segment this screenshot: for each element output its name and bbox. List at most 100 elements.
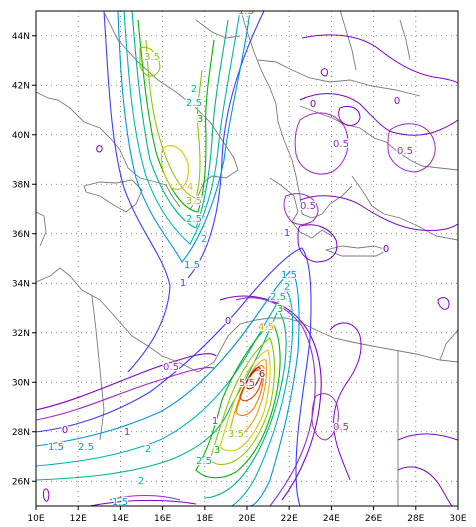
balkan-border-4 [399,19,411,61]
contour-label: 1 [124,427,130,438]
tunisia-libya-coast [36,267,458,373]
contour-label: 5.5 [239,378,255,389]
contour-label: 3 [277,304,283,315]
contours-weak [43,34,458,506]
lat-tick-label: 26N [12,477,30,487]
contour-label: 1.5 [112,497,128,508]
contour-1.5 [36,269,300,506]
lon-tick-label: 14E [112,514,129,524]
contour-label: 3.5 [144,52,160,63]
sicily [83,179,143,213]
lon-tick-label: 26E [365,514,382,524]
contour-label: 2.5 [186,214,202,225]
contour-6 [245,367,262,390]
contour-0-sw [89,499,197,506]
contour-label: 1 [212,416,218,427]
contour-0.5-cyrenaica [311,393,339,441]
contour-label: 3 [197,114,203,125]
lat-tick-label: 44N [12,32,30,42]
contour-2.5 [36,308,287,499]
contour-0-small4 [437,297,450,310]
contour-label: 1.5 [281,270,297,281]
lat-tick-label: 34N [12,279,30,289]
lat-tick-label: 42N [12,81,30,91]
balkan-coast [240,11,353,219]
contour-0.5-aegean [294,112,349,175]
aegean-coast [299,105,458,171]
contour-label: 0 [394,96,400,107]
tunisia-libya-border [91,295,105,441]
contour-0.5-sw [109,495,181,501]
contour-label: 0.5 [333,422,349,433]
lat-tick-label: 32N [12,329,30,339]
contour-0-south [36,353,217,411]
balkan-border-3 [339,11,357,71]
graticule [36,11,458,506]
contour-label: 1.5 [48,442,64,453]
contour-label: 3 [214,445,220,456]
contour-label: 2.5 [78,442,94,453]
contour-3 [195,321,281,479]
contour-label: 2 [191,84,197,95]
contour-label: 6 [259,369,265,380]
sardinia [36,211,47,247]
contours-italy [103,11,265,373]
contour-label: 1.5 [184,260,200,271]
lon-tick-label: 10E [27,514,44,524]
contour-0-small3 [320,68,329,77]
contour-1.5 [117,11,251,263]
lon-tick-label: 12E [70,514,87,524]
contour-0.5-south [36,366,215,421]
contour-0-ring [219,295,322,501]
contour-3.5a [145,39,203,199]
contour-label: 0.5 [163,362,179,373]
contour-0-crete [297,224,338,263]
contour-2 [36,289,294,506]
lon-axis-labels: 10E 12E 14E 16E 18E 20E 22E 24E 26E 28E 30E [27,514,466,524]
contour-label: 3.5 [186,196,202,207]
italy-coast-west [36,91,181,208]
contour-0-egypt [397,433,458,441]
contour-2 [123,11,241,245]
contour-2.5 [131,11,229,229]
contour-label: 0 [310,99,316,110]
contour-label: 1 [284,228,290,239]
contour-label: 0 [225,316,231,327]
lon-tick-label: 22E [281,514,298,524]
contour-4 [219,349,271,452]
egypt-coast-east [439,329,458,361]
contour-label: 1.5 [238,6,254,17]
contour-label: 2 [145,444,151,455]
italy-coast-east [104,13,239,211]
contour-label: 0.5 [397,146,413,157]
contour-0-north [301,34,458,85]
lat-tick-label: 30N [12,378,30,388]
contour-0.5-ne [387,123,436,173]
lat-tick-label: 38N [12,180,30,190]
contour-0-small1 [96,145,103,153]
lon-tick-label: 16E [154,514,171,524]
contour-label: 2.5 [270,292,286,303]
contour-label: 3.5 [228,429,244,440]
contour-label: 2 [201,234,207,245]
contours-libya [36,247,322,506]
turkey-coast [351,175,458,241]
contour-label: 4.5 [258,322,274,333]
contour-label: 0.5 [333,139,349,150]
coastlines [36,11,458,506]
contour-label: 2 [138,476,144,487]
lon-tick-label: 20E [238,514,255,524]
contour-3.5 [209,337,275,466]
contour-0-east [299,195,458,231]
lat-axis-labels: 26N 28N 30N 32N 34N 36N 38N 40N 42N 44N [12,32,30,488]
contour-label: 0 [62,425,68,436]
lat-tick-label: 28N [12,428,30,438]
contour-1 [103,11,171,373]
contour-0-se [397,466,453,506]
contour-label: 0.5 [300,201,316,212]
contour-1-east [187,11,265,279]
contour-label: 0 [383,244,389,255]
contour-0-cyrenaica [329,322,362,481]
lat-tick-label: 40N [12,131,30,141]
